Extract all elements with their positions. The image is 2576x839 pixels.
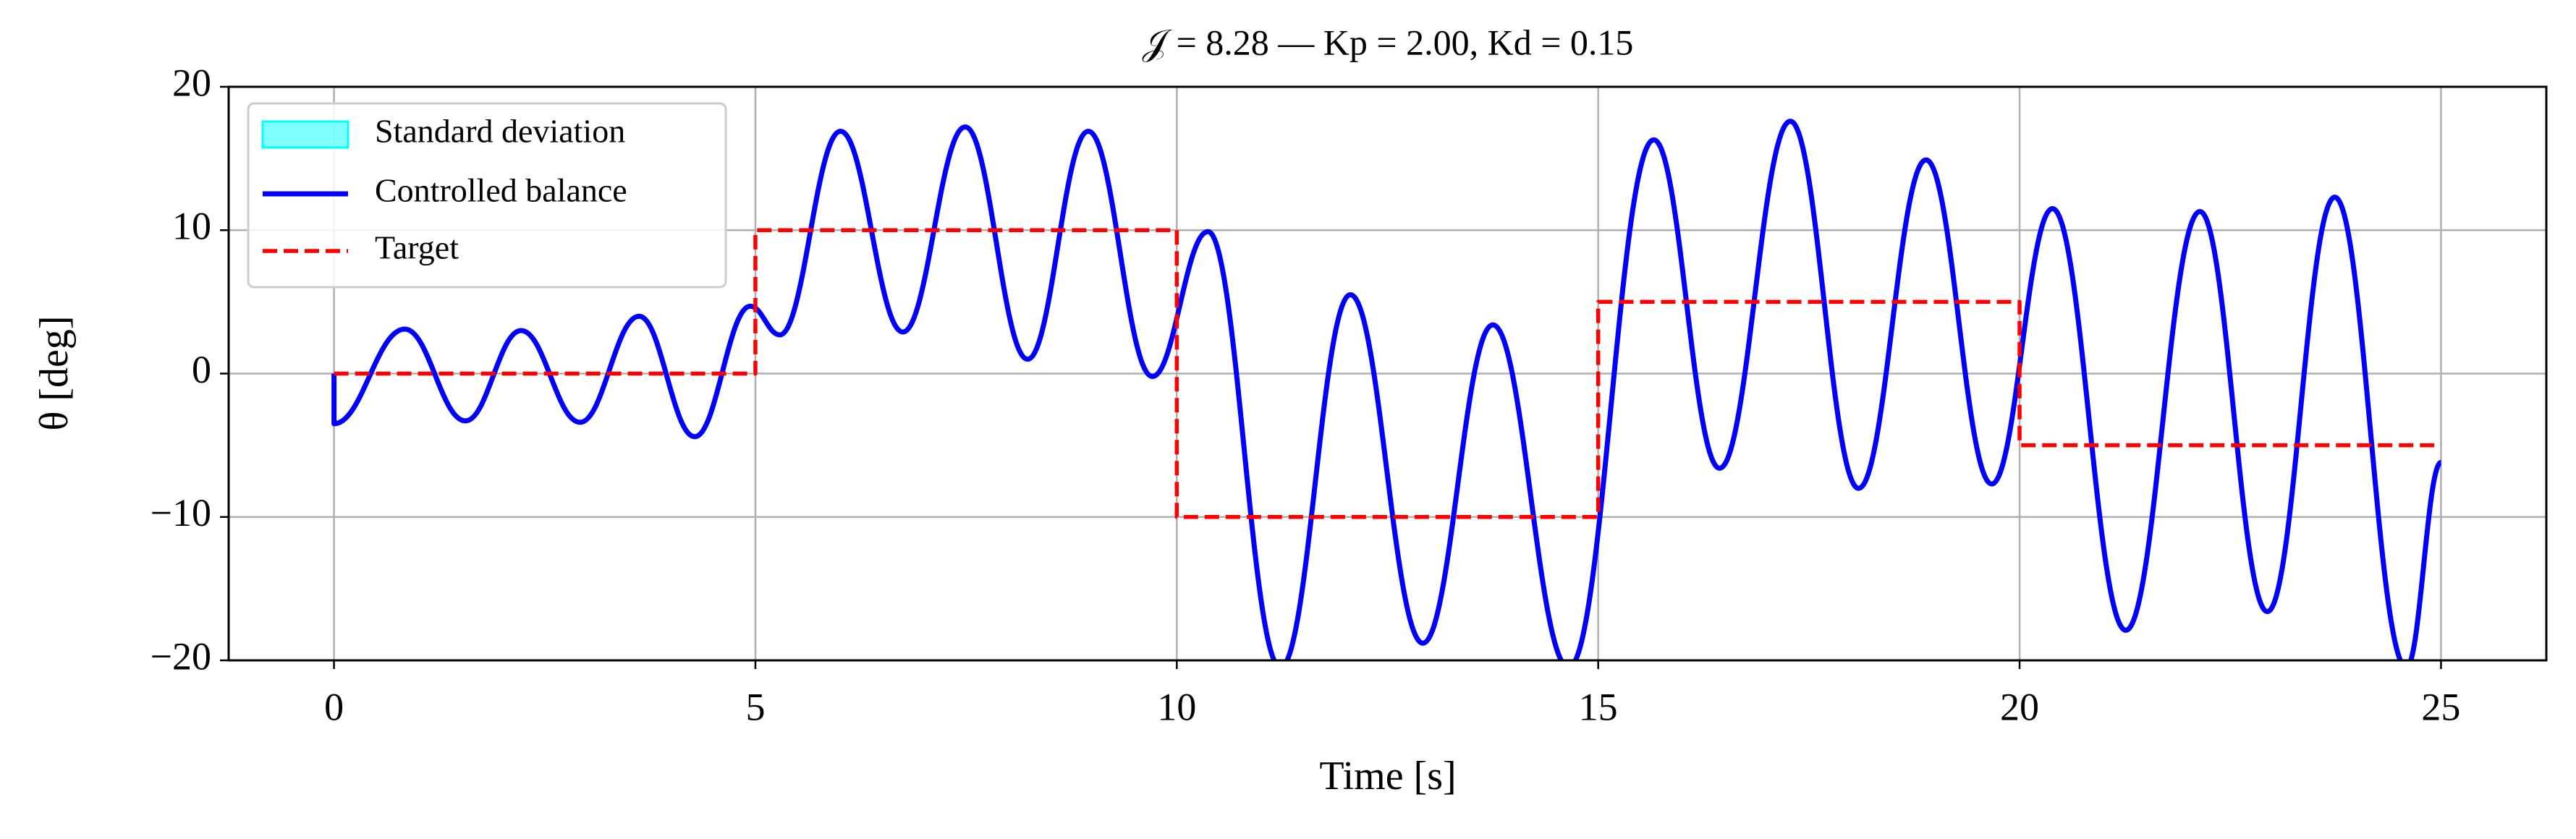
y-tick-label: 10: [172, 205, 211, 248]
x-tick-label: 15: [1579, 685, 1618, 728]
legend-box: [247, 102, 727, 289]
x-tick-label: 25: [2421, 685, 2460, 728]
x-tick-label: 0: [324, 685, 344, 728]
x-tick-label: 20: [2000, 685, 2039, 728]
x-tick-label: 10: [1157, 685, 1196, 728]
series-line: [334, 228, 2441, 519]
legend-swatch: [261, 120, 349, 149]
y-tick-label: 20: [172, 61, 211, 104]
legend-label: Controlled balance: [375, 172, 627, 209]
y-tick-label: −10: [151, 491, 211, 535]
legend-label: Standard deviation: [375, 113, 625, 150]
y-tick-label: 0: [192, 348, 211, 391]
y-tick-label: −20: [151, 634, 211, 678]
series-line: [331, 119, 2444, 660]
ticks: 0 5 10 15 20 25 −20 −10 0 10 20: [151, 61, 2461, 728]
legend-label: Target: [375, 229, 459, 266]
legend: Standard deviation Controlled balance Targ…: [247, 102, 727, 289]
x-axis-label: Time [s]: [1319, 754, 1456, 798]
plot-area: [331, 119, 2444, 660]
y-axis-label: θ [deg]: [32, 316, 77, 431]
chart-title: 𝒥 = 8.28 — Kp = 2.00, Kd = 0.15: [1143, 22, 1634, 62]
x-tick-label: 5: [745, 685, 765, 728]
